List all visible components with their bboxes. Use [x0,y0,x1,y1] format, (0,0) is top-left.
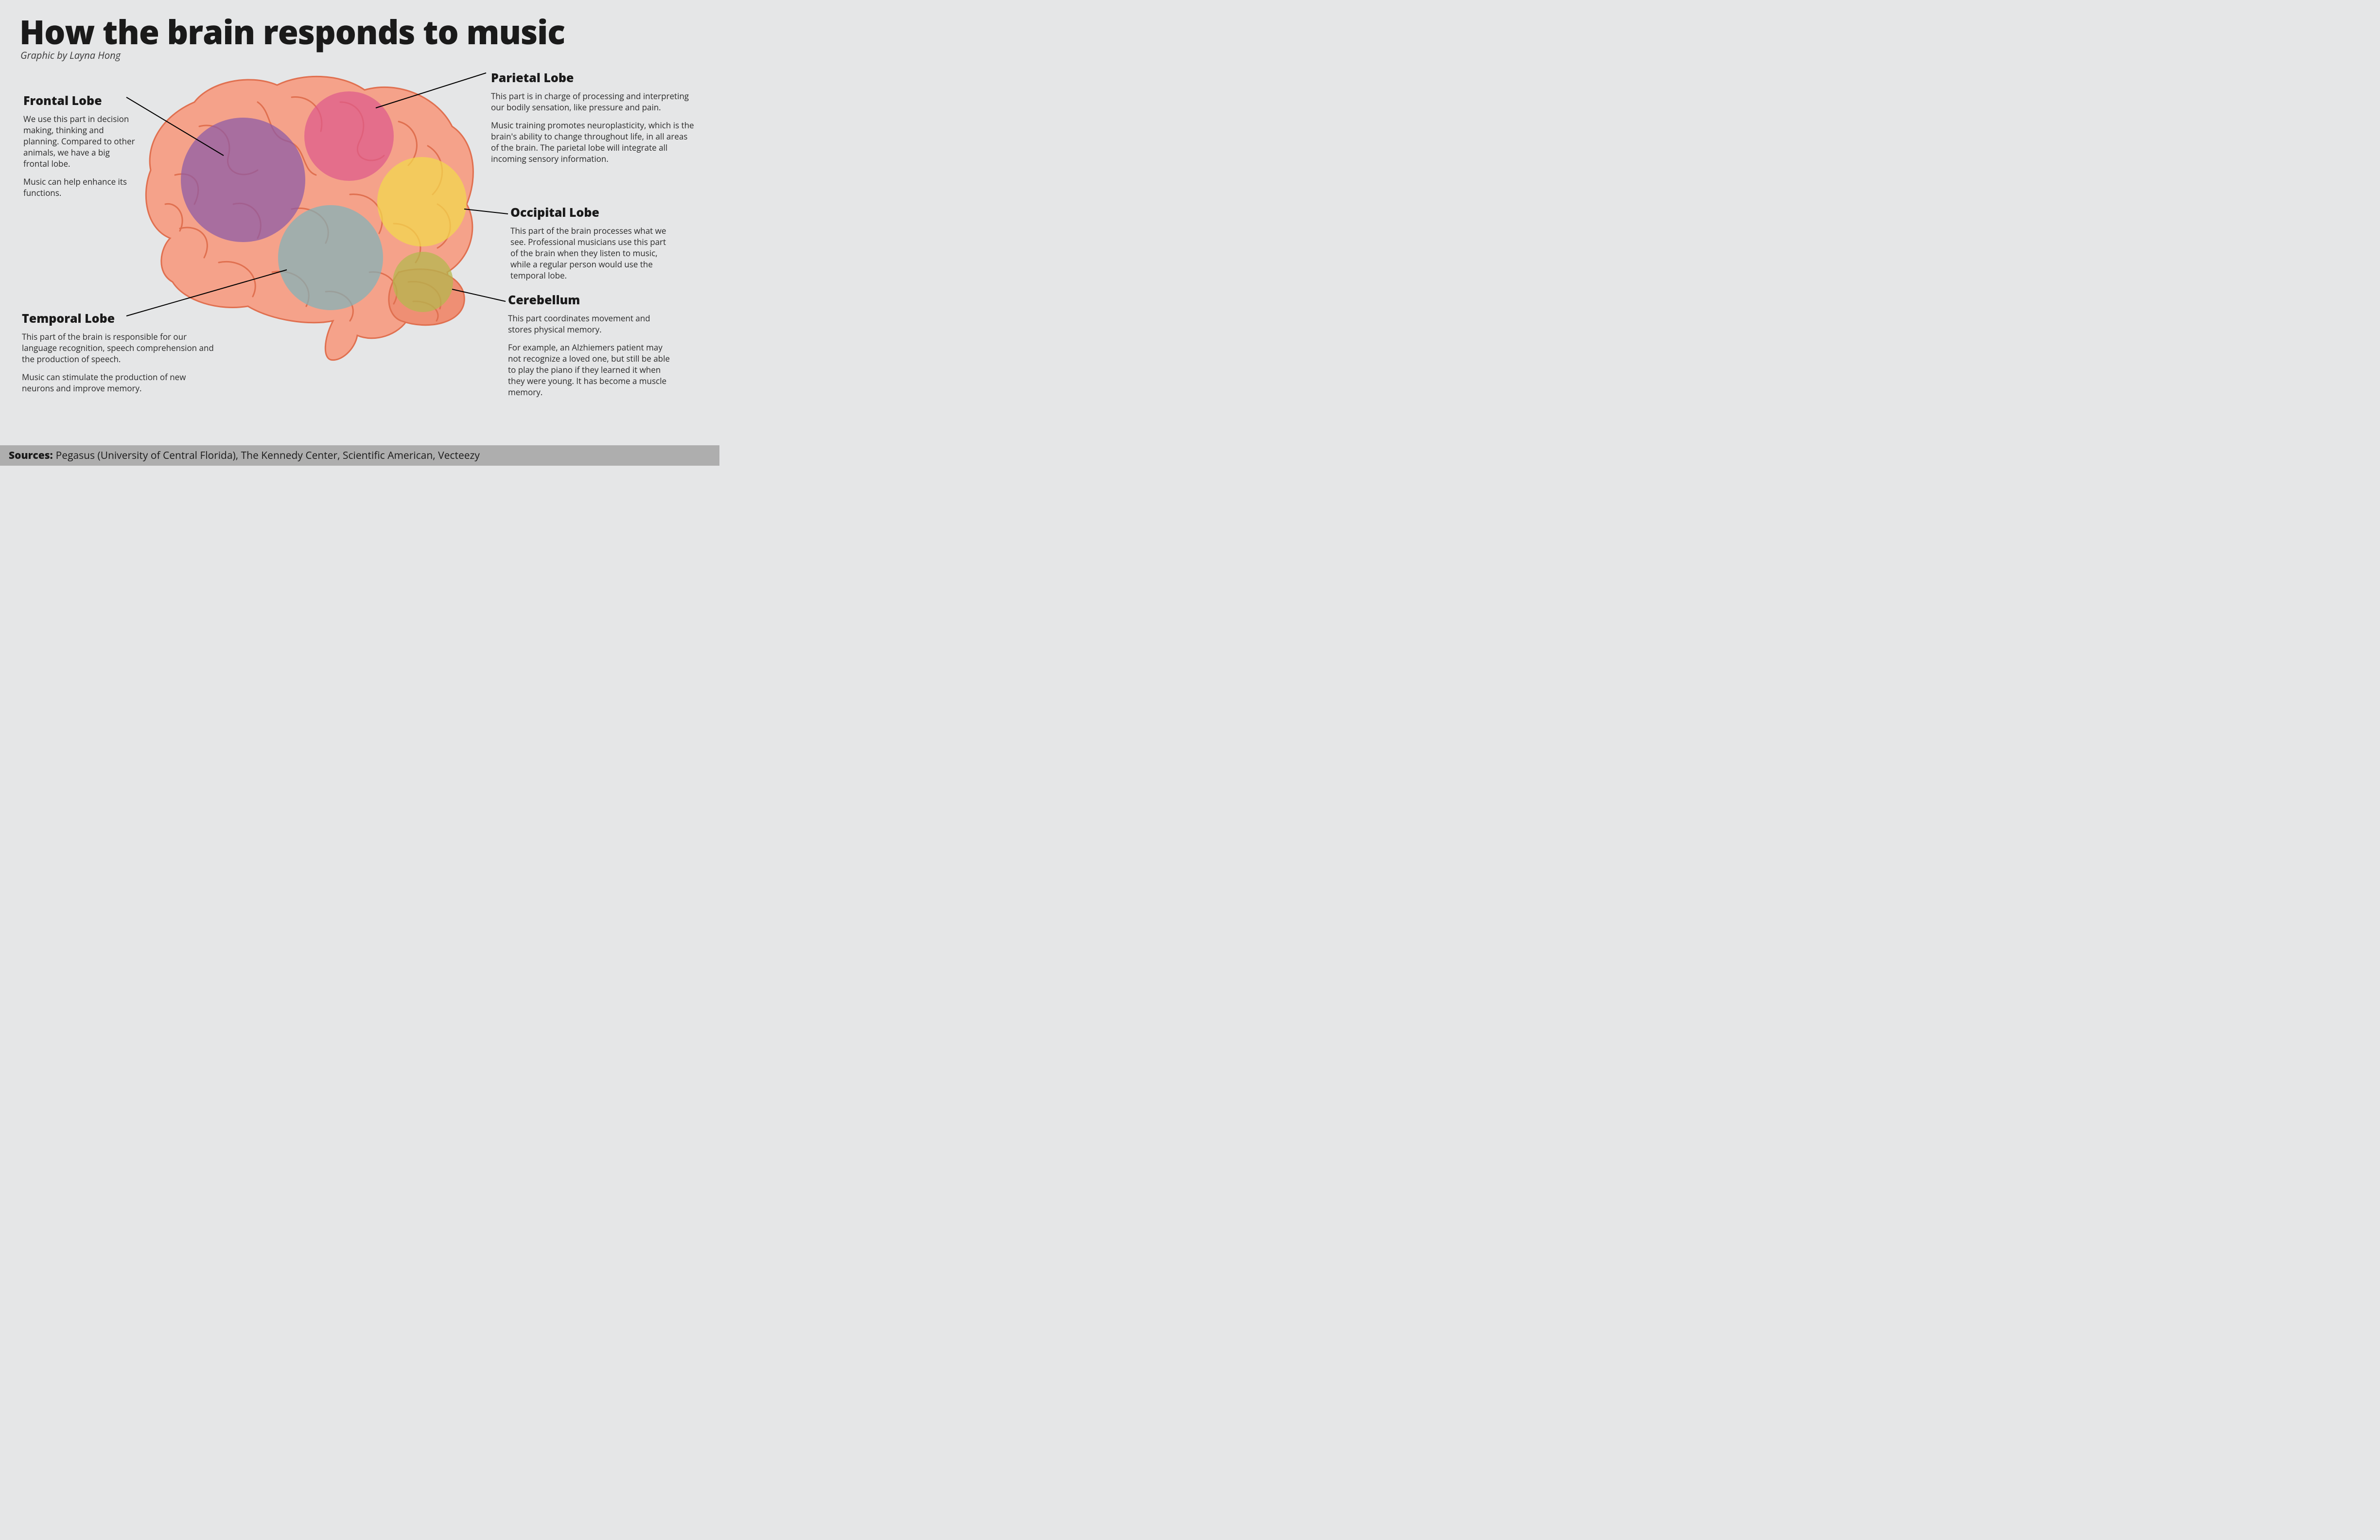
frontal-p1: We use this part in decision making, thi… [23,114,135,170]
label-temporal-lobe: Temporal Lobe This part of the brain is … [22,310,216,401]
sources-text: Pegasus (University of Central Florida),… [56,449,480,462]
label-cerebellum: Cerebellum This part coordinates movemen… [508,292,671,405]
frontal-title: Frontal Lobe [23,92,135,109]
parietal-p2: Music training promotes neuroplasticity,… [491,120,695,165]
temporal-title: Temporal Lobe [22,310,216,327]
sources-label: Sources: [9,449,53,462]
temporal-p2: Music can stimulate the production of ne… [22,372,216,394]
parietal-leader-line [376,73,486,108]
cerebellum-p1: This part coordinates movement and store… [508,313,671,335]
frontal-circle [181,118,305,242]
frontal-leader-line [126,97,224,156]
sources-bar: Sources: Pegasus (University of Central … [0,445,719,466]
occipital-leader-line [464,209,508,214]
page-title: How the brain responds to music [19,9,565,54]
occipital-p1: This part of the brain processes what we… [510,226,676,281]
brain-folds [165,97,450,321]
parietal-circle [304,91,394,181]
temporal-p1: This part of the brain is responsible fo… [22,332,216,365]
byline: Graphic by Layna Hong [20,49,121,62]
cerebellum-title: Cerebellum [508,292,671,308]
cerebellum-p2: For example, an Alzhiemers patient may n… [508,342,671,398]
parietal-p1: This part is in charge of processing and… [491,91,695,113]
label-frontal-lobe: Frontal Lobe We use this part in decisio… [23,92,135,206]
occipital-title: Occipital Lobe [510,204,676,221]
region-circles-group [181,91,467,312]
temporal-circle [278,205,383,310]
label-parietal-lobe: Parietal Lobe This part is in charge of … [491,70,695,172]
cerebellum-shape [389,269,464,325]
occipital-circle [377,157,467,246]
label-occipital-lobe: Occipital Lobe This part of the brain pr… [510,204,676,288]
leader-lines-group [126,73,508,316]
cerebellum-circle [393,252,453,312]
temporal-leader-line [126,270,287,316]
parietal-title: Parietal Lobe [491,70,695,86]
frontal-p2: Music can help enhance its functions. [23,176,135,199]
cerebellum-leader-line [452,289,506,301]
